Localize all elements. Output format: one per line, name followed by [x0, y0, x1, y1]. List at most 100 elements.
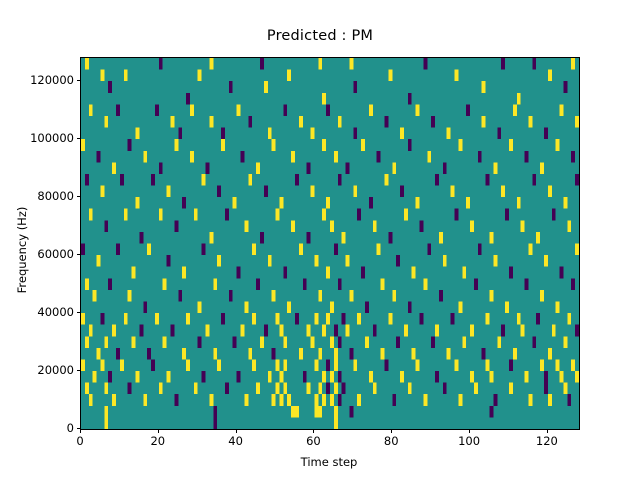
heatmap-cell — [524, 371, 529, 383]
heatmap-cell — [330, 301, 334, 314]
heatmap-cell — [127, 289, 132, 302]
y-tick-label: 100000 — [30, 131, 74, 146]
heatmap-cell — [104, 336, 109, 348]
heatmap-cell — [365, 301, 369, 314]
heatmap-cell — [427, 243, 432, 256]
heatmap-cell — [481, 347, 486, 360]
heatmap-cell — [575, 243, 579, 256]
heatmap-cell — [291, 150, 295, 163]
y-tick-mark — [76, 138, 80, 140]
heatmap-cell — [166, 185, 171, 198]
heatmap-cell — [92, 289, 97, 302]
heatmap-cell — [294, 173, 299, 186]
heatmap-cell — [326, 266, 330, 279]
heatmap-cell — [361, 266, 366, 279]
heatmap-cell — [314, 394, 319, 406]
heatmap-cell — [322, 208, 327, 221]
heatmap-cell — [567, 220, 572, 232]
heatmap-cell — [442, 255, 447, 267]
heatmap-cell — [178, 127, 183, 140]
heatmap-cell — [88, 104, 93, 116]
heatmap-cell — [209, 115, 214, 128]
heatmap-cell — [563, 336, 568, 348]
heatmap-cell — [532, 173, 537, 186]
x-tick-mark — [235, 429, 237, 433]
heatmap-cell — [345, 255, 350, 267]
heatmap-cell — [571, 278, 576, 290]
heatmap-cell — [392, 289, 397, 302]
heatmap-cell — [497, 336, 502, 348]
heatmap-cell — [442, 382, 447, 395]
heatmap-cell — [532, 58, 537, 70]
heatmap-cell — [287, 394, 292, 406]
heatmap-cell — [81, 243, 85, 256]
heatmap-cell — [322, 139, 327, 151]
heatmap-cell — [248, 115, 253, 128]
heatmap-cell — [547, 394, 552, 406]
heatmap-cell — [81, 359, 85, 372]
heatmap-cell — [435, 173, 439, 186]
heatmap-cell — [431, 336, 436, 348]
y-tick-mark — [76, 254, 80, 256]
heatmap-cell — [104, 405, 109, 418]
heatmap-cell — [470, 324, 474, 337]
heatmap-cell — [314, 255, 319, 267]
heatmap-cell — [271, 289, 276, 302]
heatmap-cell — [407, 92, 412, 105]
heatmap-cell — [501, 185, 506, 198]
heatmap-cell — [337, 278, 342, 290]
heatmap-cell — [271, 139, 276, 151]
heatmap-cell — [197, 336, 202, 348]
heatmap-cell — [326, 313, 330, 325]
heatmap-cell — [240, 150, 245, 163]
heatmap-cell — [384, 173, 389, 186]
heatmap-cell — [489, 405, 494, 418]
heatmap-cell — [314, 405, 319, 418]
heatmap-cell — [520, 324, 525, 337]
heatmap-cell — [543, 371, 548, 383]
heatmap-cell — [551, 208, 556, 221]
heatmap-cell — [275, 359, 280, 372]
x-tick-mark — [313, 429, 315, 433]
heatmap-cell — [322, 394, 327, 406]
heatmap-cell — [450, 313, 455, 325]
heatmap-cell — [256, 278, 260, 290]
heatmap-cell — [563, 197, 568, 209]
heatmap-cell — [423, 278, 428, 290]
heatmap-cell — [407, 382, 412, 395]
heatmap-cell — [310, 127, 315, 140]
heatmap-cell — [263, 185, 268, 198]
heatmap-cell — [333, 382, 338, 395]
y-tick-label: 0 — [66, 421, 74, 435]
heatmap-cell — [162, 278, 167, 290]
heatmap-cell — [244, 394, 249, 406]
y-tick-label: 60000 — [37, 247, 74, 262]
heatmap-cell — [388, 313, 393, 325]
heatmap-cell — [516, 92, 521, 105]
heatmap-cell — [357, 394, 362, 406]
heatmap-cell — [271, 347, 276, 360]
heatmap-cell — [236, 371, 241, 383]
heatmap-cell — [368, 371, 373, 383]
heatmap-cell — [291, 220, 295, 232]
heatmap-cell — [380, 347, 385, 360]
heatmap-cell — [151, 359, 155, 372]
heatmap-cell — [283, 336, 288, 348]
heatmap-cell — [322, 92, 327, 105]
heatmap-cell — [458, 139, 463, 151]
heatmap-cell — [213, 405, 218, 418]
heatmap-cell — [353, 185, 358, 198]
heatmap-cell — [263, 81, 268, 93]
heatmap-cell — [240, 324, 245, 337]
x-tick-label: 20 — [150, 434, 166, 448]
heatmap-cell — [112, 324, 117, 337]
heatmap-cell — [213, 278, 218, 290]
y-tick-label: 40000 — [37, 305, 74, 320]
heatmap-cell — [462, 266, 467, 279]
heatmap-cell — [279, 197, 284, 209]
heatmap-cell — [333, 347, 338, 360]
heatmap-cell — [314, 359, 319, 372]
heatmap-cell — [275, 382, 280, 395]
heatmap-cell — [108, 278, 113, 290]
heatmap-cell — [186, 359, 190, 372]
